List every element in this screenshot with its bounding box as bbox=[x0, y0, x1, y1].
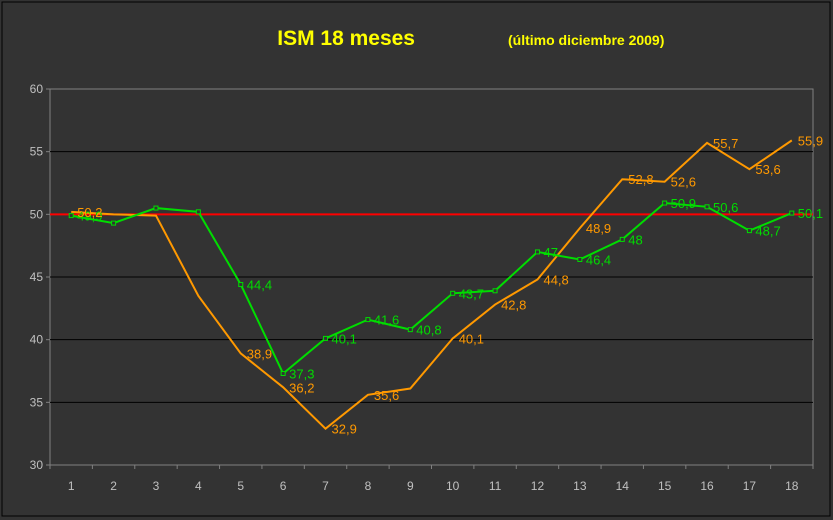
x-tick-label: 13 bbox=[573, 479, 587, 493]
data-label: 42,8 bbox=[501, 298, 526, 313]
y-tick-label: 45 bbox=[30, 270, 44, 284]
data-label: 43,7 bbox=[459, 286, 484, 301]
data-point bbox=[111, 220, 117, 226]
data-label: 40,1 bbox=[332, 331, 357, 346]
data-point bbox=[619, 236, 625, 242]
x-tick-label: 17 bbox=[743, 479, 757, 493]
y-tick-label: 35 bbox=[30, 395, 44, 409]
x-tick-label: 2 bbox=[110, 479, 117, 493]
data-point bbox=[534, 249, 540, 255]
data-point bbox=[153, 205, 159, 211]
data-point bbox=[450, 290, 456, 296]
data-point bbox=[492, 288, 498, 294]
data-label: 44,4 bbox=[247, 278, 272, 293]
series-line-0 bbox=[71, 202, 793, 376]
data-label: 35,6 bbox=[374, 388, 399, 403]
data-label: 53,6 bbox=[755, 162, 780, 177]
data-label: 41,6 bbox=[374, 313, 399, 328]
data-point bbox=[195, 209, 201, 215]
data-label: 37,3 bbox=[289, 367, 314, 382]
data-label: 52,6 bbox=[671, 175, 696, 190]
data-label: 48,7 bbox=[755, 224, 780, 239]
data-label: 50,2 bbox=[77, 205, 102, 220]
data-point bbox=[746, 228, 752, 234]
data-point bbox=[365, 317, 371, 323]
data-label: 48 bbox=[628, 232, 642, 247]
data-point bbox=[704, 204, 710, 210]
chart-subtitle: (último diciembre 2009) bbox=[508, 32, 664, 48]
x-tick-label: 18 bbox=[785, 479, 799, 493]
x-tick-label: 9 bbox=[407, 479, 414, 493]
x-tick-label: 15 bbox=[658, 479, 672, 493]
data-label: 50,9 bbox=[671, 196, 696, 211]
data-label: 38,9 bbox=[247, 346, 272, 361]
data-label: 40,1 bbox=[459, 331, 484, 346]
data-point bbox=[577, 256, 583, 262]
x-tick-label: 12 bbox=[531, 479, 545, 493]
x-tick-label: 14 bbox=[616, 479, 630, 493]
x-tick-label: 11 bbox=[489, 479, 502, 493]
y-tick-label: 30 bbox=[30, 458, 44, 472]
y-tick-label: 55 bbox=[30, 145, 44, 159]
data-label: 44,8 bbox=[543, 273, 568, 288]
x-tick-label: 10 bbox=[446, 479, 460, 493]
data-point bbox=[789, 210, 795, 216]
data-label: 55,7 bbox=[713, 136, 738, 151]
data-label: 52,8 bbox=[628, 172, 653, 187]
data-label: 32,9 bbox=[332, 422, 357, 437]
data-point bbox=[662, 200, 668, 206]
data-label: 47 bbox=[543, 245, 557, 260]
x-tick-label: 6 bbox=[280, 479, 287, 493]
x-tick-label: 7 bbox=[322, 479, 329, 493]
chart-title: ISM 18 meses bbox=[277, 27, 415, 50]
data-label: 49,9 bbox=[77, 209, 102, 224]
y-tick-label: 50 bbox=[30, 207, 44, 221]
data-label: 50,6 bbox=[713, 200, 738, 215]
data-point bbox=[68, 213, 74, 219]
x-tick-label: 1 bbox=[68, 479, 75, 493]
data-point bbox=[280, 371, 286, 377]
y-tick-label: 60 bbox=[30, 82, 44, 96]
data-label: 46,4 bbox=[586, 252, 611, 267]
x-tick-label: 16 bbox=[700, 479, 714, 493]
series-line-1 bbox=[71, 139, 793, 430]
x-tick-label: 3 bbox=[153, 479, 160, 493]
data-point bbox=[407, 327, 413, 333]
x-tick-label: 5 bbox=[237, 479, 244, 493]
x-tick-label: 4 bbox=[195, 479, 202, 493]
data-label: 48,9 bbox=[586, 221, 611, 236]
data-label: 50,1 bbox=[798, 206, 823, 221]
y-tick-label: 40 bbox=[30, 333, 44, 347]
data-point bbox=[238, 282, 244, 288]
data-label: 55,9 bbox=[798, 133, 823, 148]
data-label: 40,8 bbox=[416, 323, 441, 338]
x-tick-label: 8 bbox=[365, 479, 372, 493]
data-point bbox=[323, 335, 329, 341]
data-label: 36,2 bbox=[289, 380, 314, 395]
